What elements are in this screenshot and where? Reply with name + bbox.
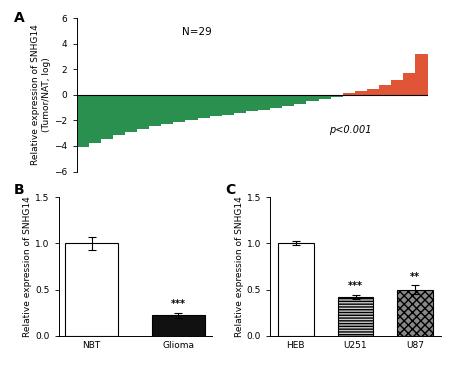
Bar [149, 95, 161, 126]
Bar [65, 243, 117, 336]
Bar [258, 95, 270, 110]
Bar [319, 95, 331, 99]
Bar [153, 315, 205, 336]
Bar [367, 88, 379, 95]
Bar [222, 95, 234, 115]
Bar [294, 95, 306, 104]
Bar [397, 289, 433, 336]
Text: N=29: N=29 [182, 27, 212, 38]
Bar [137, 95, 149, 129]
Bar [113, 95, 125, 135]
Text: ***: *** [171, 299, 186, 310]
Bar [282, 95, 294, 106]
Text: **: ** [410, 272, 420, 282]
Bar [379, 85, 391, 95]
Text: C: C [225, 182, 235, 196]
Bar [185, 95, 198, 120]
Y-axis label: Relative expression of SNHG14: Relative expression of SNHG14 [23, 196, 32, 337]
Bar [125, 95, 137, 132]
Bar [355, 91, 367, 95]
Bar [234, 95, 246, 113]
Bar [338, 297, 374, 336]
Bar [246, 95, 258, 111]
Text: A: A [14, 11, 24, 25]
Bar [89, 95, 101, 143]
Bar [161, 95, 173, 124]
Bar [403, 73, 415, 95]
Y-axis label: Relative expression of SNHG14: Relative expression of SNHG14 [235, 196, 244, 337]
Text: p<0.001: p<0.001 [329, 125, 372, 135]
Text: ***: *** [348, 281, 363, 291]
Bar [76, 95, 89, 147]
Bar [306, 95, 319, 101]
Text: B: B [14, 182, 24, 196]
Bar [278, 243, 314, 336]
Bar [331, 95, 343, 97]
Bar [101, 95, 113, 139]
Bar [270, 95, 282, 108]
Y-axis label: Relative expression of SNHG14
(Tumor/NAT, log): Relative expression of SNHG14 (Tumor/NAT… [32, 24, 51, 165]
Bar [343, 93, 355, 95]
Bar [415, 54, 428, 95]
Bar [391, 80, 403, 95]
Bar [210, 95, 222, 116]
Bar [198, 95, 210, 118]
Bar [173, 95, 185, 122]
